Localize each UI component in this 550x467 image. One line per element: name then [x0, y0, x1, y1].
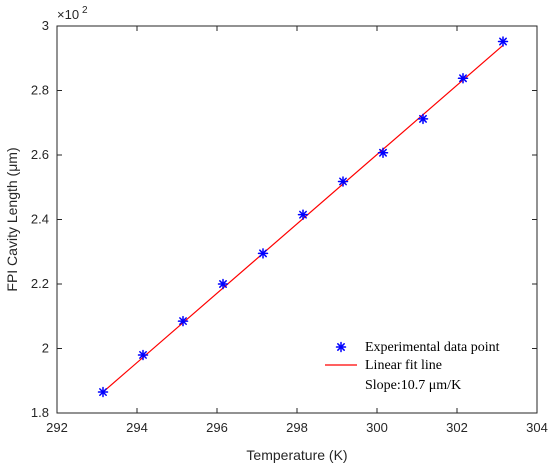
y-tick-label: 3 [42, 18, 49, 33]
data-point [457, 72, 469, 84]
data-point-stroke [339, 177, 347, 186]
data-point-stroke [99, 388, 107, 396]
data-point-stroke [259, 249, 267, 258]
data-point [497, 36, 509, 47]
x-tick-label: 296 [206, 420, 228, 435]
legend-label-fit-line: Linear fit line [365, 358, 442, 373]
y-axis-multiplier: ×10 [57, 7, 79, 22]
data-point-stroke [179, 317, 187, 326]
data-point [297, 209, 309, 220]
y-tick-label: 2.8 [31, 83, 49, 98]
data-point-stroke [219, 280, 227, 288]
axes-box [56, 25, 538, 414]
y-tick-label: 2.2 [31, 276, 49, 291]
x-tick-label: 304 [526, 420, 548, 435]
plot-area: 292 294 296 298 300 302 304 1.8 2 2.2 2.4 2.6 2.8 3 [31, 18, 548, 435]
data-point-stroke [459, 74, 467, 83]
y-tick-label: 2 [42, 341, 49, 356]
x-tick-label: 292 [46, 420, 68, 435]
data-point [257, 248, 269, 259]
data-point [137, 349, 149, 361]
data-point [177, 315, 189, 327]
x-tick-label: 300 [366, 420, 388, 435]
x-axis-label: Temperature (K) [246, 447, 347, 463]
data-point-stroke [379, 148, 387, 157]
x-tick-label: 298 [286, 420, 308, 435]
y-axis-label: FPI Cavity Length (μm) [4, 147, 20, 291]
data-point [417, 113, 429, 125]
data-point [97, 386, 109, 398]
y-axis-multiplier-exponent: 2 [82, 5, 88, 16]
data-point-stroke [337, 343, 345, 351]
y-tick-label: 1.8 [31, 405, 49, 420]
data-point-stroke [139, 351, 147, 359]
y-tick-label: 2.4 [31, 212, 49, 227]
data-point-stroke [419, 114, 427, 123]
data-point-stroke [499, 37, 507, 46]
data-point-stroke [299, 210, 307, 219]
x-tick-label: 294 [126, 420, 148, 435]
legend-label-experimental: Experimental data point [365, 340, 500, 355]
x-tick-label: 302 [446, 420, 468, 435]
data-point [377, 147, 389, 158]
legend-marker-experimental [335, 341, 347, 353]
legend-annotation-slope: Slope:10.7 μm/K [365, 378, 461, 393]
data-point [337, 176, 349, 187]
legend: Experimental data point Linear fit line … [325, 340, 500, 393]
y-tick-label: 2.6 [31, 147, 49, 162]
data-point [217, 278, 229, 290]
